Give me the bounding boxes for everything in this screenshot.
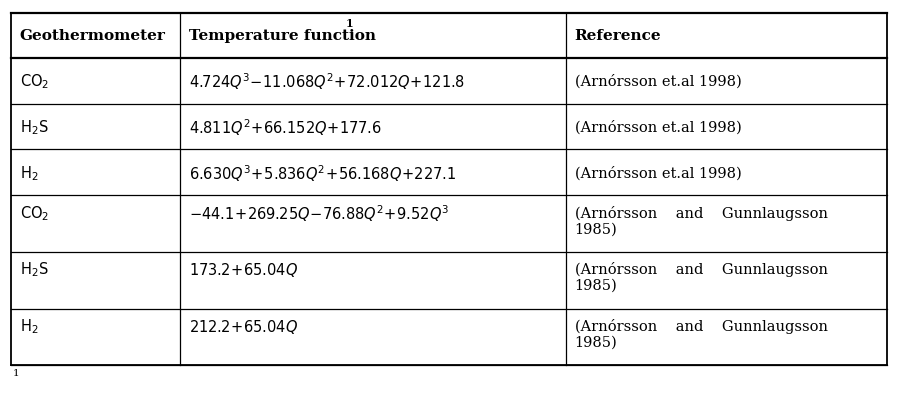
Text: Geothermometer: Geothermometer	[20, 29, 165, 43]
Text: $\mathrm{CO_2}$: $\mathrm{CO_2}$	[20, 72, 49, 91]
Text: 1985): 1985)	[575, 222, 617, 236]
Text: $173.2\!+\!65.04Q$: $173.2\!+\!65.04Q$	[189, 260, 298, 278]
Text: (Arnórsson et.al 1998): (Arnórsson et.al 1998)	[575, 166, 741, 180]
Text: $\mathrm{H_2S}$: $\mathrm{H_2S}$	[20, 118, 48, 137]
Text: 1985): 1985)	[575, 335, 617, 348]
Text: 1: 1	[13, 369, 19, 378]
Text: 1: 1	[346, 18, 353, 29]
Text: $4.811Q^2\!+\!66.152Q\!+\!177.6$: $4.811Q^2\!+\!66.152Q\!+\!177.6$	[189, 117, 382, 137]
Text: $\mathrm{H_2S}$: $\mathrm{H_2S}$	[20, 260, 48, 279]
Text: $6.630Q^3\!+\!5.836Q^2\!+\!56.168Q\!+\!227.1$: $6.630Q^3\!+\!5.836Q^2\!+\!56.168Q\!+\!2…	[189, 163, 456, 183]
Text: $212.2\!+\!65.04Q$: $212.2\!+\!65.04Q$	[189, 317, 298, 335]
Text: $4.724Q^3\!-\!11.068Q^2\!+\!72.012Q\!+\!121.8$: $4.724Q^3\!-\!11.068Q^2\!+\!72.012Q\!+\!…	[189, 71, 465, 92]
Text: (Arnórsson    and    Gunnlaugsson: (Arnórsson and Gunnlaugsson	[575, 205, 828, 220]
Text: (Arnórsson et.al 1998): (Arnórsson et.al 1998)	[575, 74, 741, 88]
Text: 1985): 1985)	[575, 278, 617, 292]
Text: $-44.1\!+\!269.25Q\!-\!76.88Q^2\!+\!9.52Q^3$: $-44.1\!+\!269.25Q\!-\!76.88Q^2\!+\!9.52…	[189, 202, 449, 223]
Text: DRAFT: DRAFT	[489, 176, 732, 331]
Text: $\mathrm{H_2}$: $\mathrm{H_2}$	[20, 317, 39, 335]
Text: $\mathrm{CO_2}$: $\mathrm{CO_2}$	[20, 204, 49, 222]
Bar	[11, 14, 887, 365]
Text: (Arnórsson et.al 1998): (Arnórsson et.al 1998)	[575, 120, 741, 134]
Text: $\mathrm{H_2}$: $\mathrm{H_2}$	[20, 164, 39, 182]
Text: Temperature function: Temperature function	[189, 29, 376, 43]
Text: (Arnórsson    and    Gunnlaugsson: (Arnórsson and Gunnlaugsson	[575, 318, 828, 333]
Text: (Arnórsson    and    Gunnlaugsson: (Arnórsson and Gunnlaugsson	[575, 262, 828, 277]
Text: Reference: Reference	[575, 29, 661, 43]
